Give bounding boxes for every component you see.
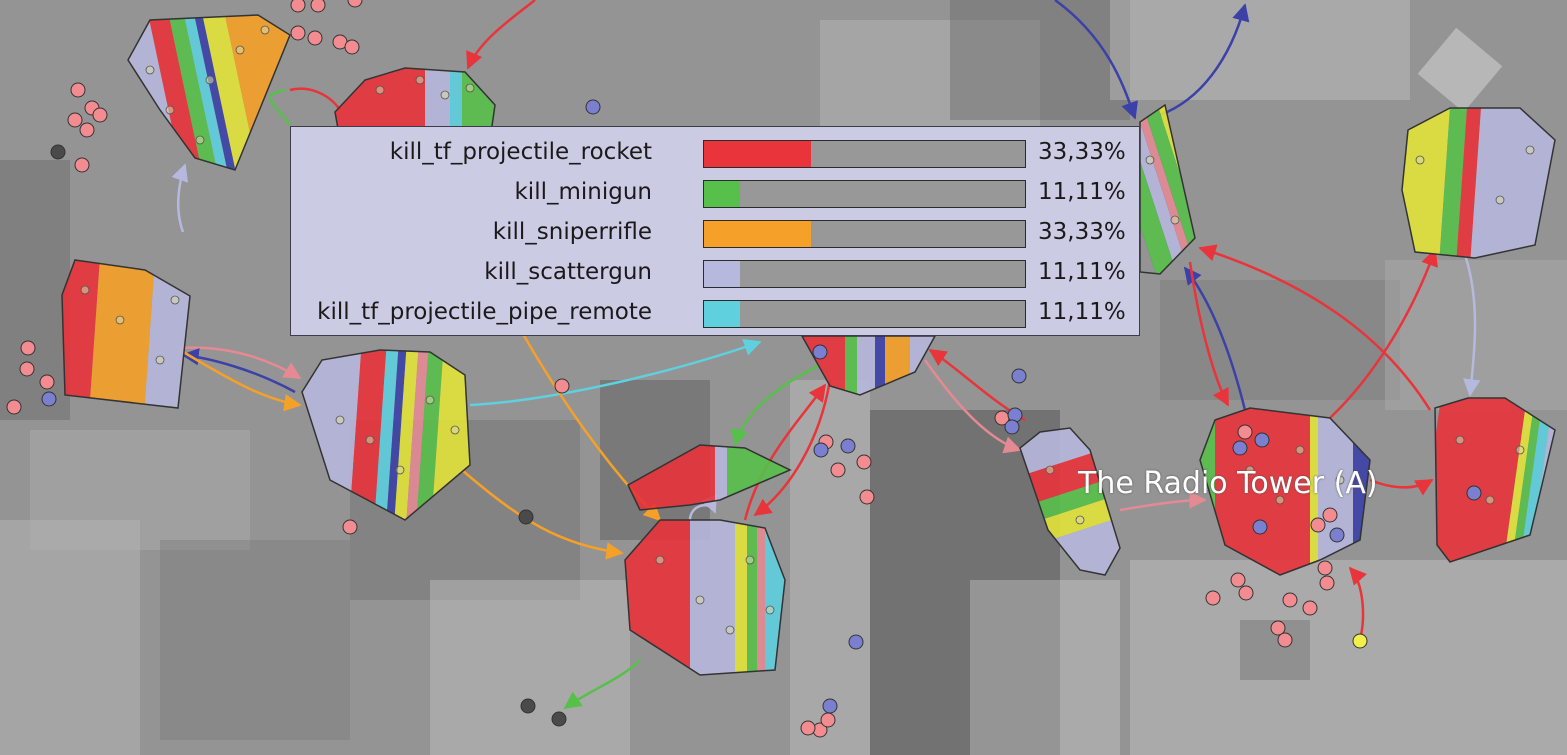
map-region[interactable] — [1195, 400, 1373, 580]
weapon-percent: 11,11% — [1038, 259, 1126, 285]
weapon-percent: 33,33% — [1038, 219, 1126, 245]
weapon-row: kill_tf_projectile_rocket 33,33% — [291, 132, 1141, 172]
weapon-percent: 33,33% — [1038, 139, 1126, 165]
share-bar-fill — [704, 221, 811, 247]
weapon-row: kill_scattergun 11,11% — [291, 252, 1141, 292]
weapon-name: kill_minigun — [514, 179, 652, 205]
share-bar — [703, 260, 1026, 288]
share-bar-fill — [704, 301, 740, 327]
weapon-name: kill_tf_projectile_pipe_remote — [317, 299, 652, 325]
weapon-row: kill_tf_projectile_pipe_remote 11,11% — [291, 292, 1141, 332]
weapon-row: kill_minigun 11,11% — [291, 172, 1141, 212]
share-bar-fill — [704, 141, 811, 167]
weapon-percent: 11,11% — [1038, 299, 1126, 325]
weapon-name: kill_sniperrifle — [492, 219, 652, 245]
share-bar — [703, 180, 1026, 208]
weapon-percent: 11,11% — [1038, 179, 1126, 205]
share-bar — [703, 220, 1026, 248]
share-bar — [703, 140, 1026, 168]
weapon-name: kill_tf_projectile_rocket — [389, 139, 652, 165]
share-bar — [703, 300, 1026, 328]
weapon-kill-tooltip: kill_tf_projectile_rocket 33,33% kill_mini… — [290, 126, 1140, 336]
weapon-row: kill_sniperrifle 33,33% — [291, 212, 1141, 252]
share-bar-fill — [704, 261, 740, 287]
area-label: The Radio Tower (A) — [1078, 466, 1378, 501]
weapon-name: kill_scattergun — [484, 259, 652, 285]
share-bar-fill — [704, 181, 740, 207]
